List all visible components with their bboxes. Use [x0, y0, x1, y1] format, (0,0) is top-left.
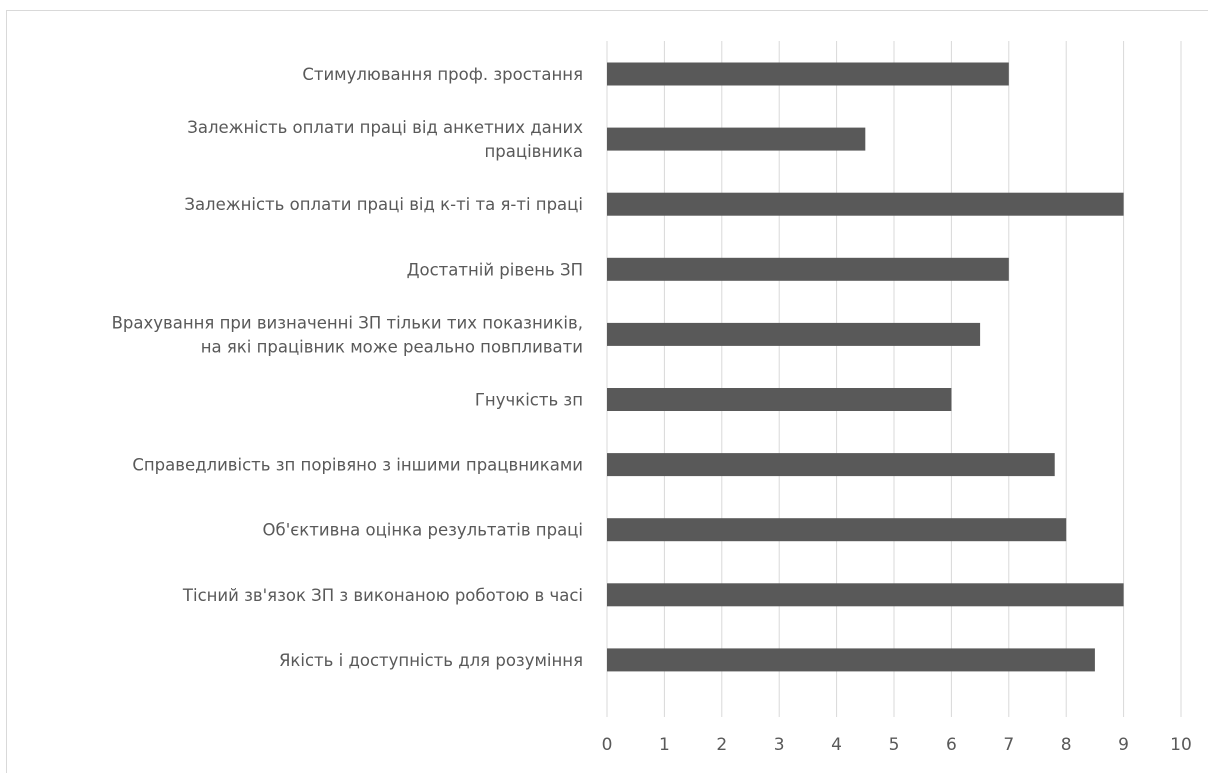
x-tick-label: 6	[946, 735, 957, 755]
x-tick-label: 1	[659, 735, 670, 755]
category-label-line: Залежність оплати праці від к-ті та я-ті…	[184, 195, 583, 214]
x-tick-label: 0	[602, 735, 613, 755]
category-label-line: Врахування при визначенні ЗП тільки тих …	[112, 313, 583, 332]
category-label-line: Якість і доступність для розуміння	[279, 651, 583, 670]
bar	[607, 322, 981, 346]
chart-frame: Стимулювання проф. зростання Залежність о…	[6, 10, 1208, 773]
category-label-line: Залежність оплати праці від анкетних дан…	[187, 118, 583, 137]
category-label: Об'єктивна оцінка результатів праці	[263, 521, 583, 540]
bar	[607, 62, 1009, 86]
x-tick-label: 2	[716, 735, 727, 755]
bar-chart: Стимулювання проф. зростання Залежність о…	[112, 41, 1192, 755]
bar	[607, 257, 1009, 281]
category-label-line: Тісний зв'язок ЗП з виконаною роботою в …	[182, 586, 583, 605]
category-label: Залежність оплати праці від к-ті та я-ті…	[184, 195, 583, 214]
bar	[607, 127, 866, 151]
x-tick-label: 7	[1003, 735, 1014, 755]
bar	[607, 453, 1055, 477]
category-label-line: Достатній рівень ЗП	[407, 260, 583, 279]
x-tick-label: 9	[1118, 735, 1129, 755]
x-tick-label: 10	[1170, 735, 1192, 755]
bar	[607, 388, 952, 411]
category-label-line: працівника	[484, 142, 583, 161]
category-label: Залежність оплати праці від анкетних дан…	[187, 118, 583, 161]
bar	[607, 648, 1095, 672]
category-label-line: Об'єктивна оцінка результатів праці	[263, 521, 583, 540]
bars	[607, 62, 1124, 672]
category-label: Врахування при визначенні ЗП тільки тих …	[112, 313, 583, 356]
category-label: Тісний зв'язок ЗП з виконаною роботою в …	[182, 586, 583, 605]
x-tick-label: 5	[889, 735, 900, 755]
x-tick-label: 4	[831, 735, 842, 755]
bar	[607, 192, 1124, 216]
category-label: Справедливість зп порівяно з іншими прац…	[132, 456, 583, 475]
category-labels: Стимулювання проф. зростання Залежність о…	[112, 65, 584, 670]
category-label: Гнучкість зп	[475, 391, 583, 410]
bar	[607, 583, 1124, 607]
x-tick-label: 8	[1061, 735, 1072, 755]
x-tick-label: 3	[774, 735, 785, 755]
category-label: Якість і доступність для розуміння	[279, 651, 583, 670]
category-label: Достатній рівень ЗП	[407, 260, 583, 279]
category-label: Стимулювання проф. зростання	[302, 65, 583, 84]
category-label-line: Справедливість зп порівяно з іншими прац…	[132, 456, 583, 475]
x-axis-tick-labels: 0 1 2 3 4 5 6 7 8 9 10	[602, 735, 1192, 755]
bar	[607, 518, 1067, 542]
category-label-line: на які працівник може реально повпливати	[201, 337, 583, 356]
category-label-line: Гнучкість зп	[475, 391, 583, 410]
category-label-line: Стимулювання проф. зростання	[302, 65, 583, 84]
